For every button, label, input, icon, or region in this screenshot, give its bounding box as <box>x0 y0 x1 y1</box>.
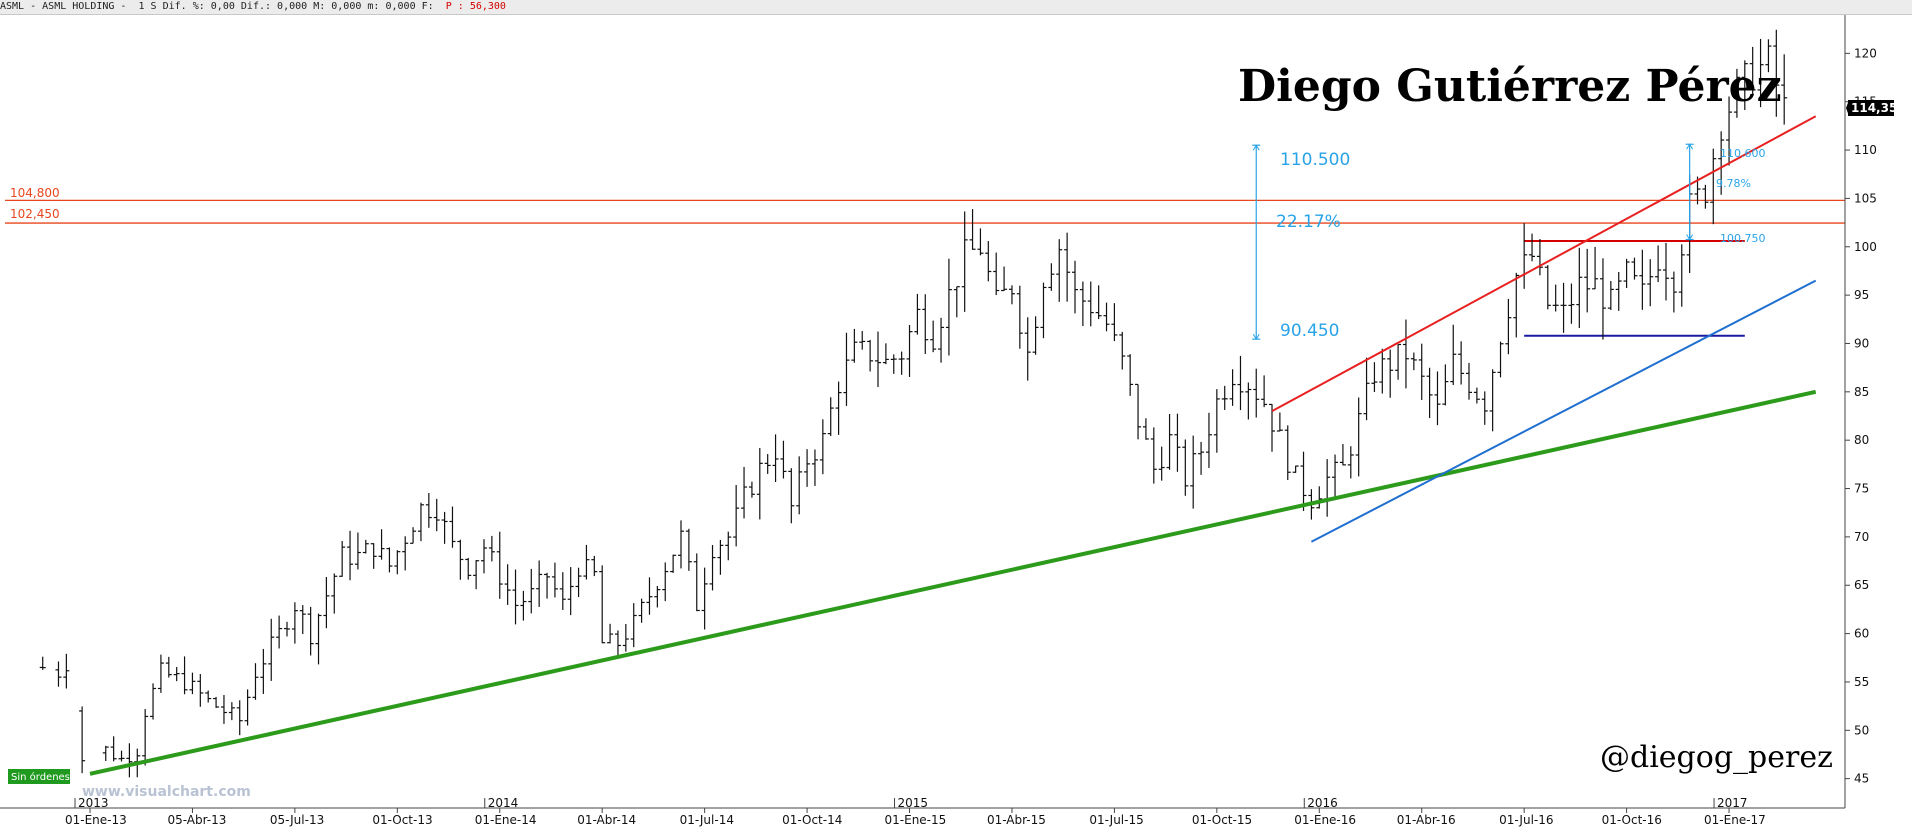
y-tick-label-100: 100 <box>1854 240 1877 254</box>
price-value: 56,300 <box>469 1 506 12</box>
measure-top-label: 110.500 <box>1280 150 1350 170</box>
min-value: 0,000 <box>385 1 416 12</box>
min-label: m: <box>367 1 380 12</box>
x-tick-label-7: 01-Oct-14 <box>782 813 842 827</box>
price-chart[interactable]: 4550556065707580859095100105110115120125… <box>0 15 1912 828</box>
measure-small-percent-label: 9.78% <box>1716 177 1751 190</box>
y-tick-label-70: 70 <box>1854 530 1869 544</box>
horizontal-levels <box>5 199 1845 337</box>
year-label-3: 2016 <box>1307 796 1338 810</box>
measure-small-bottom-label: 100.750 <box>1720 232 1766 245</box>
x-tick-label-12: 01-Ene-16 <box>1294 813 1356 827</box>
trendline-0 <box>89 389 1817 776</box>
x-tick-label-2: 05-Jul-13 <box>270 813 324 827</box>
x-tick-label-8: 01-Ene-15 <box>885 813 947 827</box>
year-label-2: 2015 <box>898 796 929 810</box>
x-tick-label-4: 01-Ene-14 <box>475 813 537 827</box>
y-tick-label-60: 60 <box>1854 627 1869 641</box>
author-name: Diego Gutiérrez Pérez <box>1238 61 1782 112</box>
order-status-badge[interactable]: Sin órdenes <box>8 769 70 784</box>
year-label-1: 2014 <box>488 796 519 810</box>
measure-small-top-label: 110.600 <box>1720 147 1766 160</box>
dif: 0,000 <box>277 1 308 12</box>
trendline-2 <box>1271 115 1817 413</box>
trendlines <box>89 115 1817 776</box>
x-axis: 01-Ene-13 05-Abr-13 05-Jul-13 01-Oct-13 01-E… <box>0 796 1845 827</box>
y-tick-label-80: 80 <box>1854 433 1869 447</box>
year-label-0: 2013 <box>78 796 109 810</box>
measure-arrow-top-1 <box>1686 143 1694 150</box>
close-label: F: <box>421 1 434 12</box>
x-tick-label-5: 01-Abr-14 <box>577 813 636 827</box>
last-price-label: 114,35 <box>1851 101 1897 115</box>
badge-label: Sin órdenes <box>11 771 70 783</box>
price-label: P : <box>445 1 464 12</box>
y-tick-label-90: 90 <box>1854 336 1869 350</box>
x-tick-label-15: 01-Oct-16 <box>1602 813 1662 827</box>
max-value: 0,000 <box>331 1 362 12</box>
x-tick-label-3: 01-Oct-13 <box>372 813 432 827</box>
last-price-box <box>1848 99 1894 116</box>
y-tick-label-55: 55 <box>1854 675 1869 689</box>
measure-percent-label: 22.17% <box>1276 212 1341 232</box>
measure-arrow-bottom-1 <box>1686 234 1694 241</box>
y-tick-label-50: 50 <box>1854 723 1869 737</box>
x-tick-label-6: 01-Jul-14 <box>680 813 734 827</box>
dif-label: Dif.: <box>240 1 272 12</box>
last-price-marker: 114,35 <box>1846 99 1897 116</box>
chart-background <box>0 15 1912 828</box>
dif-pct: 0,00 <box>210 1 235 12</box>
instrument-name: ASML HOLDING <box>42 1 115 12</box>
x-tick-label-1: 05-Abr-13 <box>167 813 226 827</box>
level-label-104800: 104,800 <box>10 186 60 200</box>
y-tick-label-45: 45 <box>1854 772 1869 786</box>
x-tick-label-9: 01-Abr-15 <box>987 813 1046 827</box>
x-tick-label-10: 01-Jul-15 <box>1089 813 1143 827</box>
dif-pct-label: Dif. %: <box>162 1 205 12</box>
measure-arrow-top-0 <box>1252 144 1260 151</box>
price-bars <box>39 29 1788 778</box>
measure-arrow-bottom-0 <box>1252 333 1260 341</box>
symbol: ASML <box>0 1 25 12</box>
y-tick-label-85: 85 <box>1854 385 1869 399</box>
x-tick-label-16: 01-Ene-17 <box>1704 813 1766 827</box>
measurement-tools <box>1252 143 1694 341</box>
y-tick-label-95: 95 <box>1854 288 1869 302</box>
x-tick-label-14: 01-Jul-16 <box>1499 813 1553 827</box>
chart-header-bar: ASML - ASML HOLDING - 1 S Dif. %: 0,00 D… <box>0 0 1912 15</box>
y-tick-label-105: 105 <box>1854 191 1877 205</box>
y-tick-label-120: 120 <box>1854 46 1877 60</box>
level-label-102450: 102,450 <box>10 207 60 221</box>
watermark: www.visualchart.com <box>82 784 251 800</box>
author-handle: @diegog_perez <box>1600 740 1833 775</box>
x-tick-label-0: 01-Ene-13 <box>65 813 127 827</box>
period: 1 S <box>138 1 157 12</box>
y-tick-label-75: 75 <box>1854 482 1869 496</box>
max-label: M: <box>313 1 326 12</box>
y-tick-label-65: 65 <box>1854 578 1869 592</box>
x-tick-label-13: 01-Abr-16 <box>1397 813 1456 827</box>
x-tick-label-11: 01-Oct-15 <box>1192 813 1252 827</box>
trendline-1 <box>1310 279 1817 543</box>
y-tick-label-110: 110 <box>1854 143 1877 157</box>
year-label-4: 2017 <box>1717 796 1748 810</box>
badge-bg <box>8 769 70 784</box>
measure-bottom-label: 90.450 <box>1280 321 1339 341</box>
